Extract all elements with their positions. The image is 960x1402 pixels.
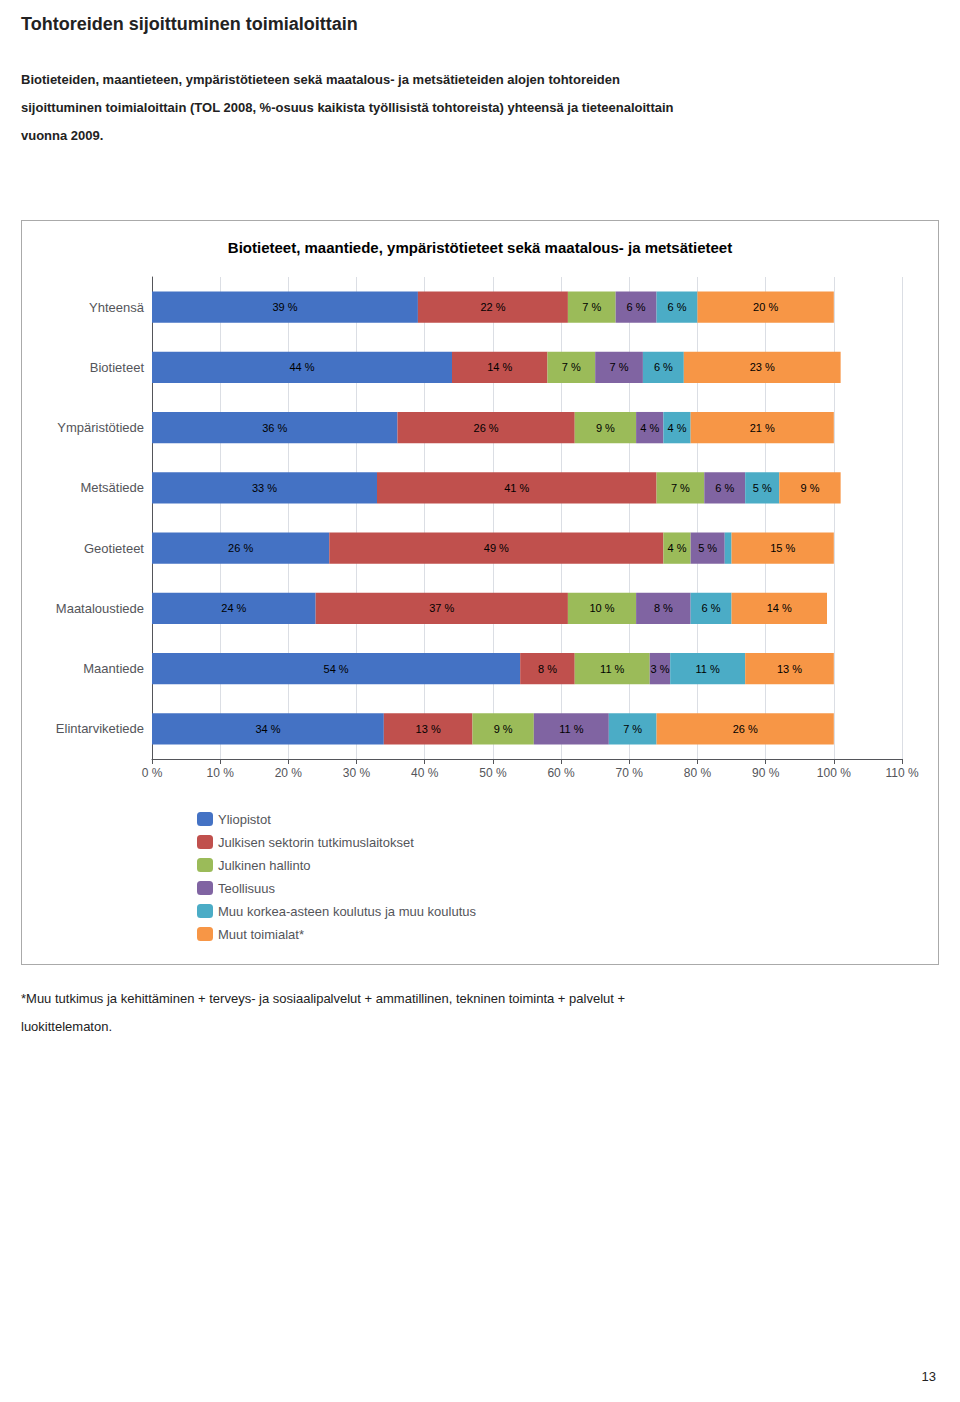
html-text:sijoittuminen toimialoittain (: sijoittuminen toimialoittain (TOL 2008, …	[21, 100, 674, 115]
svg-text:4 %: 4 %	[668, 542, 687, 554]
svg-text:Ympäristötiede: Ympäristötiede	[57, 420, 144, 435]
svg-text:22 %: 22 %	[480, 301, 505, 313]
svg-text:9 %: 9 %	[596, 422, 615, 434]
svg-text:13 %: 13 %	[777, 663, 802, 675]
svg-text:6 %: 6 %	[668, 301, 687, 313]
svg-text:54 %: 54 %	[324, 663, 349, 675]
svg-text:23 %: 23 %	[750, 361, 775, 373]
svg-text:49 %: 49 %	[484, 542, 509, 554]
svg-text:0 %: 0 %	[142, 766, 163, 780]
svg-text:9 %: 9 %	[494, 723, 513, 735]
html-text:Tohtoreiden sijoittuminen toim: Tohtoreiden sijoittuminen toimialoittain	[21, 14, 358, 34]
svg-text:24 %: 24 %	[221, 602, 246, 614]
svg-text:6 %: 6 %	[715, 482, 734, 494]
svg-text:10 %: 10 %	[589, 602, 614, 614]
svg-text:11 %: 11 %	[600, 663, 624, 675]
svg-text:20 %: 20 %	[275, 766, 303, 780]
svg-text:50 %: 50 %	[479, 766, 507, 780]
html-text:13: 13	[921, 1369, 936, 1384]
svg-text:5 %: 5 %	[698, 542, 717, 554]
svg-text:3 %: 3 %	[650, 663, 669, 675]
svg-text:40 %: 40 %	[411, 766, 439, 780]
svg-text:37 %: 37 %	[429, 602, 454, 614]
svg-text:26 %: 26 %	[228, 542, 253, 554]
svg-text:4 %: 4 %	[668, 422, 687, 434]
html-text:vuonna 2009.: vuonna 2009.	[21, 128, 104, 143]
svg-text:13 %: 13 %	[416, 723, 441, 735]
svg-text:Maantiede: Maantiede	[83, 661, 144, 676]
svg-text:5 %: 5 %	[753, 482, 772, 494]
svg-text:Biotieteet: Biotieteet	[90, 360, 145, 375]
svg-text:Yliopistot: Yliopistot	[218, 812, 271, 827]
svg-text:11 %: 11 %	[696, 663, 720, 675]
svg-text:6 %: 6 %	[702, 602, 721, 614]
svg-text:90 %: 90 %	[752, 766, 780, 780]
svg-text:Muut toimialat*: Muut toimialat*	[218, 927, 304, 942]
svg-text:14 %: 14 %	[487, 361, 512, 373]
svg-text:33 %: 33 %	[252, 482, 277, 494]
svg-text:7 %: 7 %	[671, 482, 690, 494]
svg-text:80 %: 80 %	[684, 766, 712, 780]
html-text:luokittelematon.: luokittelematon.	[21, 1019, 113, 1034]
svg-text:26 %: 26 %	[733, 723, 758, 735]
svg-text:7 %: 7 %	[623, 723, 642, 735]
svg-text:34 %: 34 %	[255, 723, 280, 735]
svg-text:Yhteensä: Yhteensä	[89, 300, 145, 315]
svg-text:Muu korkea-asteen koulutus ja: Muu korkea-asteen koulutus ja muu koulut…	[218, 904, 476, 919]
svg-text:110 %: 110 %	[885, 766, 918, 780]
svg-text:7 %: 7 %	[610, 361, 629, 373]
svg-text:36 %: 36 %	[262, 422, 287, 434]
svg-text:10 %: 10 %	[207, 766, 235, 780]
svg-text:21 %: 21 %	[750, 422, 775, 434]
svg-text:Geotieteet: Geotieteet	[84, 541, 144, 556]
svg-text:4 %: 4 %	[640, 422, 659, 434]
svg-text:Teollisuus: Teollisuus	[218, 881, 276, 896]
svg-text:30 %: 30 %	[343, 766, 371, 780]
svg-text:7 %: 7 %	[562, 361, 581, 373]
svg-text:11 %: 11 %	[559, 723, 583, 735]
svg-text:14 %: 14 %	[767, 602, 792, 614]
svg-text:44 %: 44 %	[289, 361, 314, 373]
svg-text:39 %: 39 %	[272, 301, 297, 313]
svg-text:Elintarviketiede: Elintarviketiede	[56, 721, 144, 736]
svg-text:8 %: 8 %	[654, 602, 673, 614]
svg-text:100 %: 100 %	[817, 766, 851, 780]
svg-text:6 %: 6 %	[627, 301, 646, 313]
svg-text:20 %: 20 %	[753, 301, 778, 313]
svg-text:15 %: 15 %	[770, 542, 795, 554]
svg-text:41 %: 41 %	[504, 482, 529, 494]
svg-text:Julkinen hallinto: Julkinen hallinto	[218, 858, 311, 873]
svg-text:Julkisen sektorin tutkimuslait: Julkisen sektorin tutkimuslaitokset	[218, 835, 414, 850]
svg-text:Maataloustiede: Maataloustiede	[56, 601, 144, 616]
html-text:Biotieteiden, maantieteen, ymp: Biotieteiden, maantieteen, ympäristötiet…	[21, 72, 620, 87]
svg-text:9 %: 9 %	[800, 482, 819, 494]
svg-text:Metsätiede: Metsätiede	[80, 480, 144, 495]
svg-text:8 %: 8 %	[538, 663, 557, 675]
svg-text:6 %: 6 %	[654, 361, 673, 373]
svg-text:Biotieteet, maantiede, ympäris: Biotieteet, maantiede, ympäristötieteet …	[228, 239, 732, 256]
html-text:*Muu tutkimus ja kehittäminen: *Muu tutkimus ja kehittäminen + terveys-…	[21, 991, 626, 1006]
svg-text:7 %: 7 %	[582, 301, 601, 313]
svg-text:70 %: 70 %	[616, 766, 644, 780]
svg-text:26 %: 26 %	[474, 422, 499, 434]
svg-text:60 %: 60 %	[547, 766, 575, 780]
